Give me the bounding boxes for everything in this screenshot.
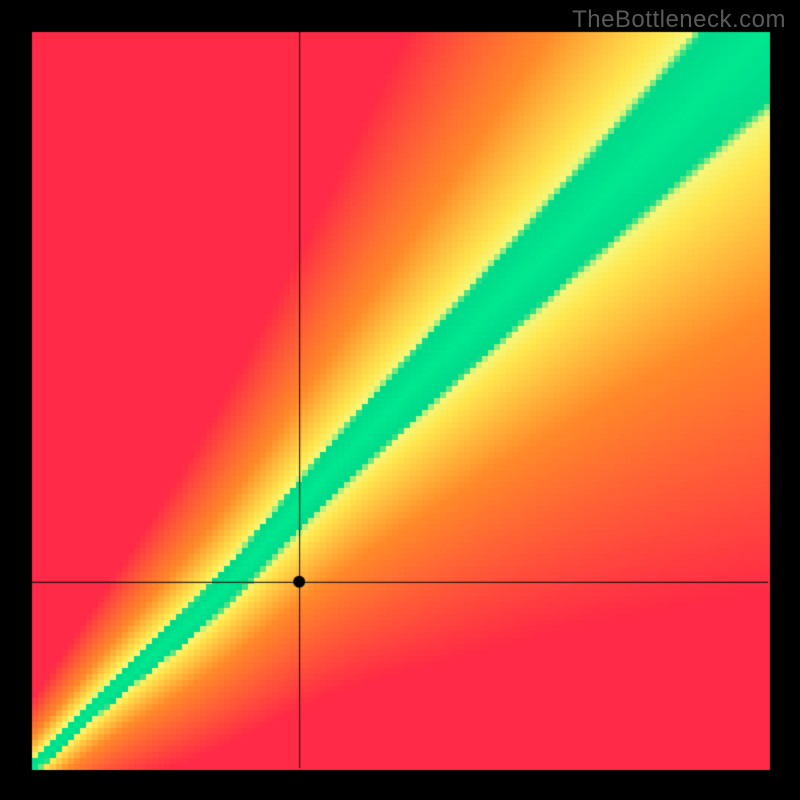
chart-container: TheBottleneck.com <box>0 0 800 800</box>
watermark-text: TheBottleneck.com <box>572 6 786 34</box>
heatmap-canvas <box>0 0 800 800</box>
